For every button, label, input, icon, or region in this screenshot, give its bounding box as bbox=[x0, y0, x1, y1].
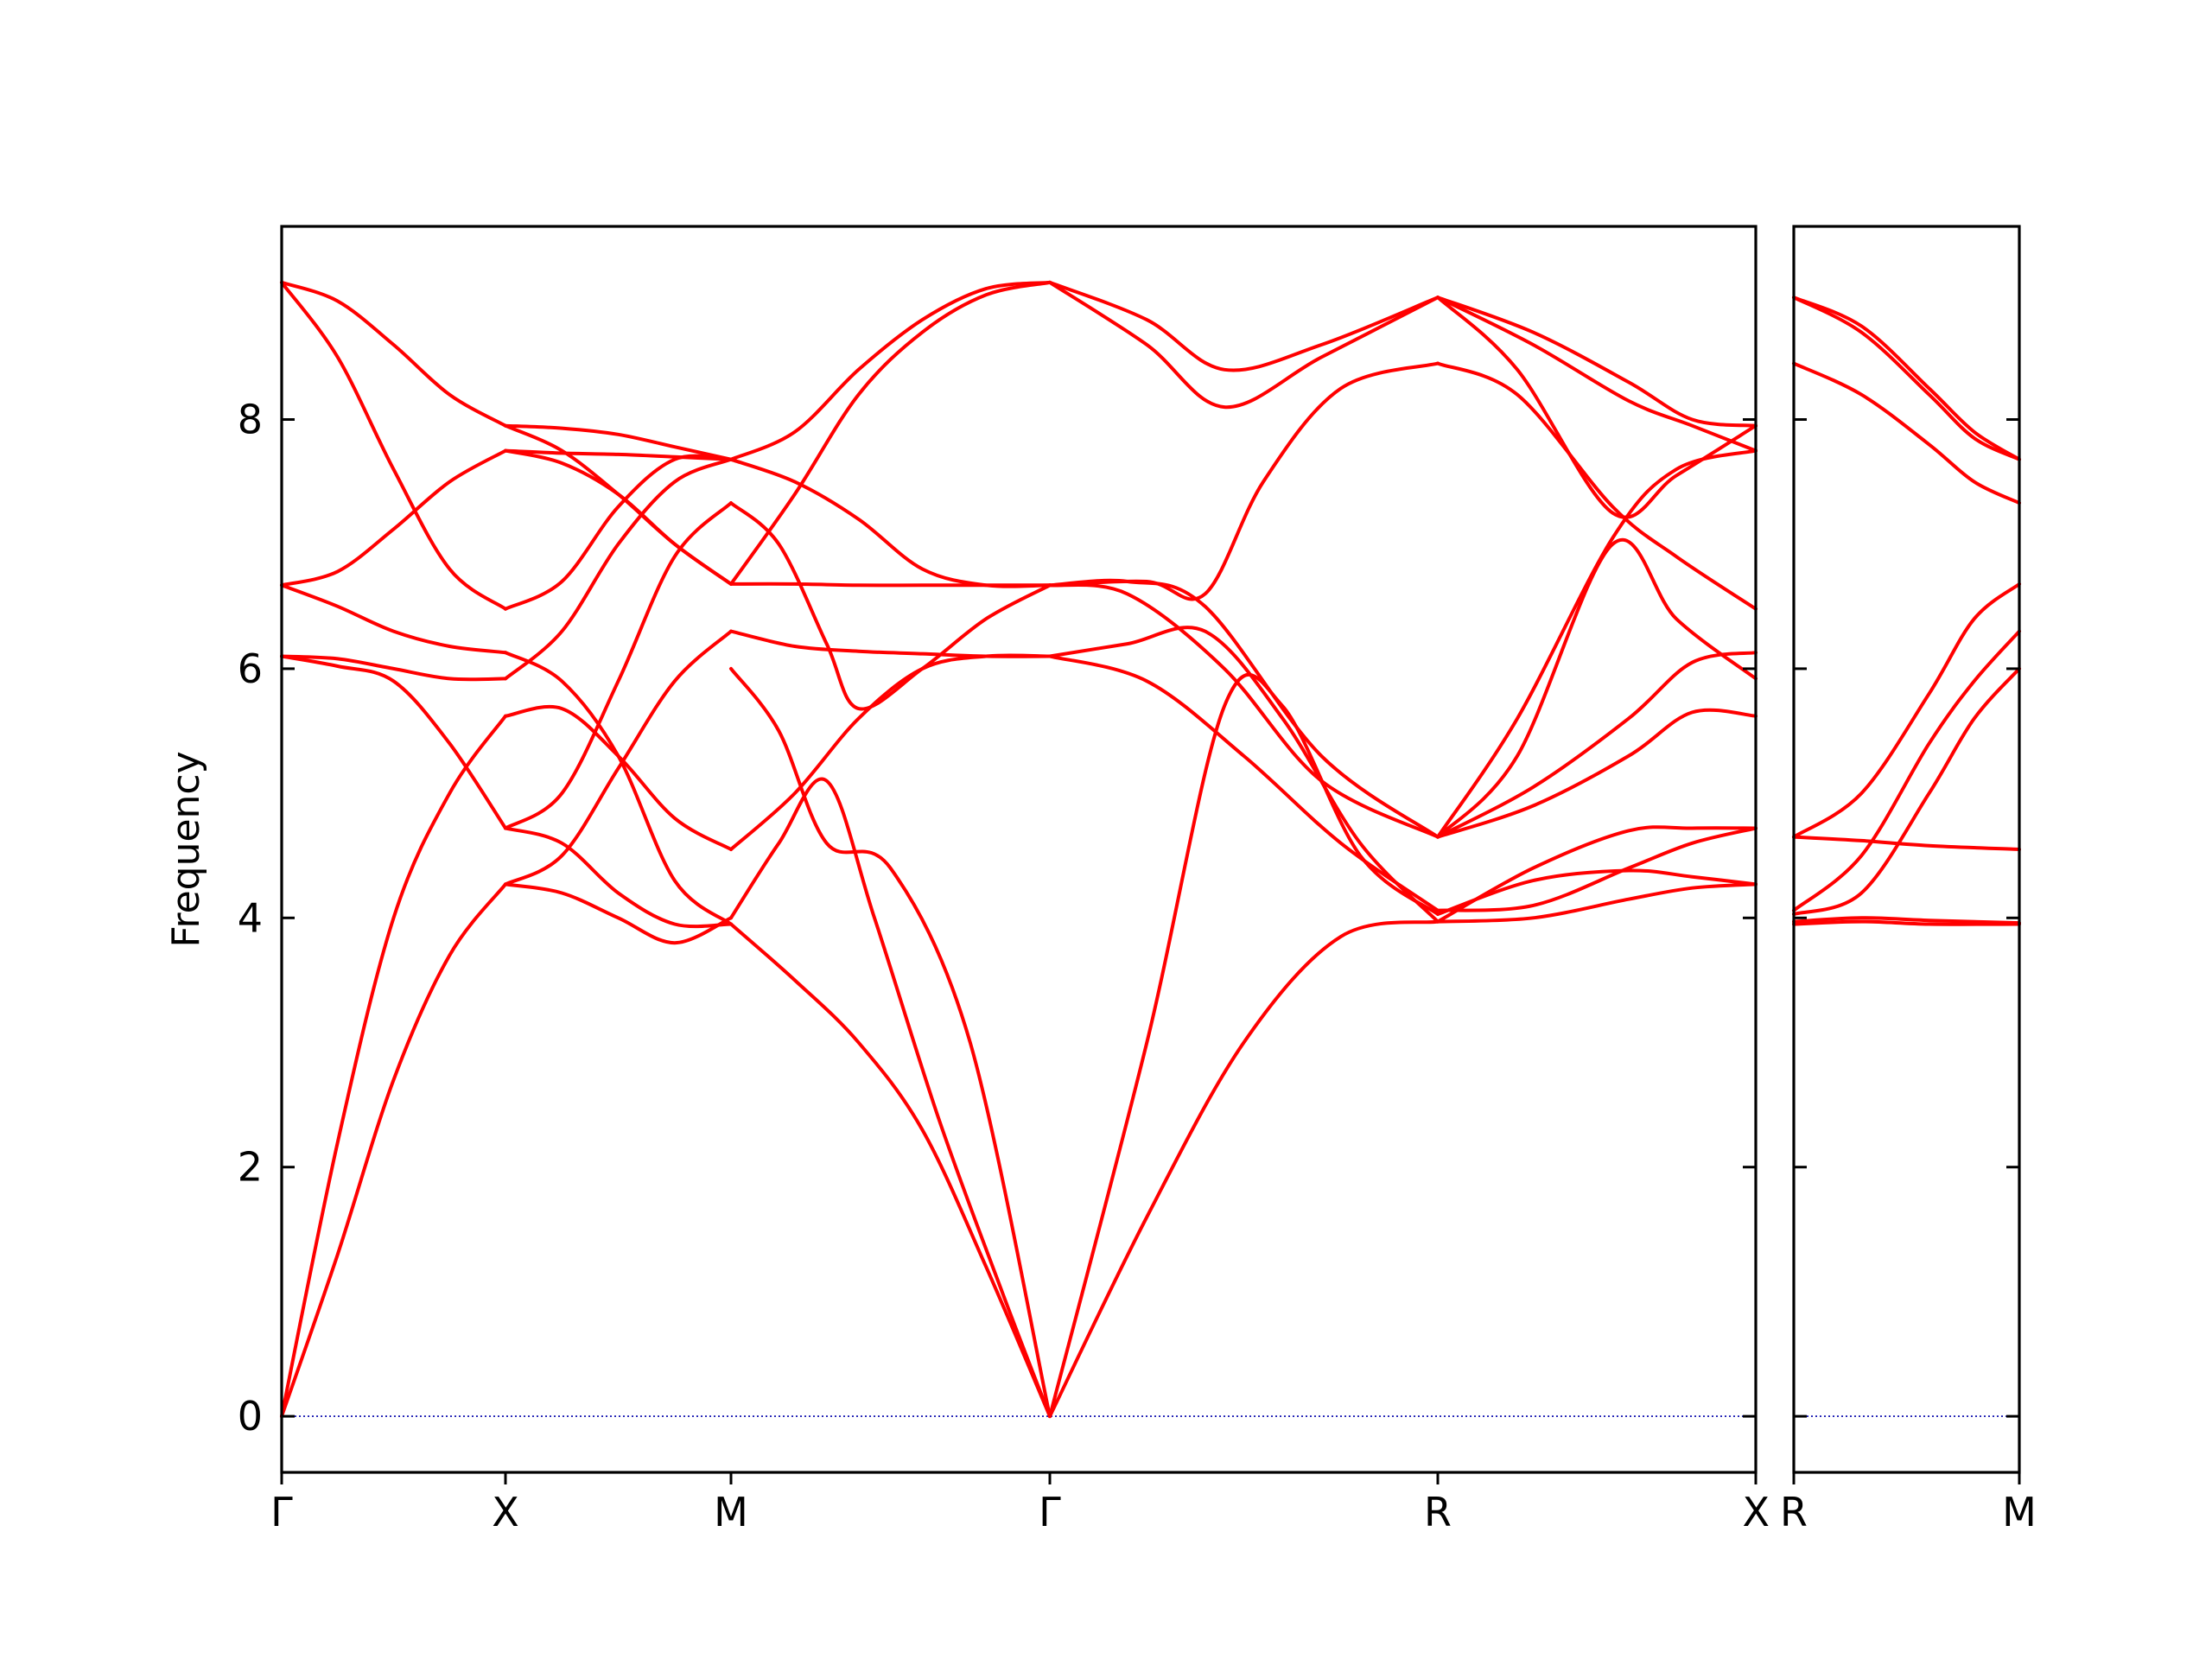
main-band-X-M-2 bbox=[504, 501, 733, 830]
main-band-Γ-R-3 bbox=[1048, 654, 1440, 912]
main-band-X-M-6 bbox=[504, 651, 733, 926]
ytick-label: 4 bbox=[238, 894, 263, 941]
main-xtick-label: X bbox=[492, 1489, 519, 1535]
main-band-M-Γ-0 bbox=[729, 922, 1052, 1419]
main-band-M-Γ-9 bbox=[729, 280, 1052, 461]
side-band-R-M-8 bbox=[1792, 296, 2021, 461]
main-band-M-Γ-2 bbox=[729, 666, 1052, 1419]
axis-ticks bbox=[280, 418, 2021, 1484]
main-band-X-M-0 bbox=[504, 882, 733, 945]
main-panel-bands bbox=[280, 280, 1758, 1419]
main-band-M-Γ-4 bbox=[729, 629, 1052, 658]
ytick-label: 6 bbox=[238, 645, 263, 692]
main-band-M-Γ-8 bbox=[729, 280, 1052, 586]
side-xtick-label: M bbox=[2002, 1489, 2037, 1535]
main-band-R-X-6 bbox=[1436, 537, 1758, 839]
main-band-Γ-X-5 bbox=[280, 448, 507, 588]
side-band-R-M-7 bbox=[1792, 296, 2021, 461]
main-band-X-M-4 bbox=[504, 704, 733, 851]
main-band-R-X-5 bbox=[1436, 651, 1758, 839]
side-band-R-M-2 bbox=[1792, 666, 2021, 916]
ytick-label: 2 bbox=[238, 1144, 263, 1191]
main-band-Γ-R-0 bbox=[1048, 919, 1440, 1419]
side-band-R-M-1 bbox=[1792, 916, 2021, 925]
main-band-Γ-X-6 bbox=[280, 280, 507, 611]
main-band-R-X-7 bbox=[1436, 448, 1758, 839]
main-band-R-X-4 bbox=[1436, 708, 1758, 839]
main-band-M-Γ-1 bbox=[729, 777, 1052, 1419]
main-band-Γ-R-7 bbox=[1048, 280, 1440, 372]
main-band-M-Γ-5 bbox=[729, 501, 1052, 711]
main-band-R-X-11 bbox=[1436, 296, 1758, 428]
main-panel-frame bbox=[280, 225, 1758, 1474]
main-band-M-Γ-7 bbox=[729, 582, 1052, 588]
y-axis-label: Frequency bbox=[164, 751, 208, 947]
main-band-M-Γ-6 bbox=[729, 457, 1052, 588]
side-band-R-M-5 bbox=[1792, 835, 2021, 851]
side-band-R-M-3 bbox=[1792, 629, 2021, 912]
main-band-Γ-X-3 bbox=[280, 654, 507, 682]
main-band-Γ-R-2 bbox=[1048, 626, 1440, 924]
main-band-R-X-0 bbox=[1436, 882, 1758, 924]
main-band-X-M-10 bbox=[504, 423, 733, 461]
main-band-R-X-3 bbox=[1436, 826, 1758, 912]
main-band-M-Γ-3 bbox=[729, 653, 1052, 851]
side-xtick-label: R bbox=[1780, 1489, 1808, 1535]
side-panel-frame bbox=[1792, 225, 2021, 1474]
main-band-X-M-5 bbox=[504, 457, 733, 681]
main-band-R-X-2 bbox=[1436, 825, 1758, 924]
main-band-X-M-1 bbox=[504, 629, 733, 887]
main-xtick-label: M bbox=[714, 1489, 748, 1535]
side-band-R-M-6 bbox=[1792, 361, 2021, 505]
main-band-Γ-R-8 bbox=[1048, 280, 1440, 410]
side-panel-bands bbox=[1792, 296, 2021, 1417]
main-band-Γ-R-4 bbox=[1048, 582, 1440, 839]
side-band-R-M-0 bbox=[1792, 919, 2021, 926]
main-band-R-X-8 bbox=[1436, 361, 1758, 611]
main-band-Γ-X-0 bbox=[280, 882, 507, 1419]
main-band-Γ-X-7 bbox=[280, 280, 507, 428]
ytick-label: 8 bbox=[238, 397, 263, 443]
main-band-Γ-X-2 bbox=[280, 654, 507, 830]
side-band-R-M-4 bbox=[1792, 582, 2021, 839]
main-band-Γ-R-1 bbox=[1048, 672, 1440, 1419]
main-band-X-M-9 bbox=[504, 448, 733, 461]
main-band-Γ-X-1 bbox=[280, 714, 507, 1419]
main-xtick-label: X bbox=[1742, 1489, 1770, 1535]
main-band-R-X-9 bbox=[1436, 296, 1758, 519]
main-band-X-M-11 bbox=[504, 423, 733, 586]
main-xtick-label: Γ bbox=[270, 1489, 293, 1535]
ytick-label: 0 bbox=[238, 1393, 263, 1440]
main-band-Γ-X-4 bbox=[280, 583, 507, 655]
main-xtick-label: R bbox=[1424, 1489, 1452, 1535]
main-xtick-label: Γ bbox=[1039, 1489, 1061, 1535]
main-band-X-M-3 bbox=[504, 826, 733, 929]
main-band-X-M-7 bbox=[504, 454, 733, 611]
main-band-R-X-10 bbox=[1436, 296, 1758, 453]
main-band-Γ-R-6 bbox=[1048, 361, 1440, 601]
main-band-Γ-R-5 bbox=[1048, 578, 1440, 839]
